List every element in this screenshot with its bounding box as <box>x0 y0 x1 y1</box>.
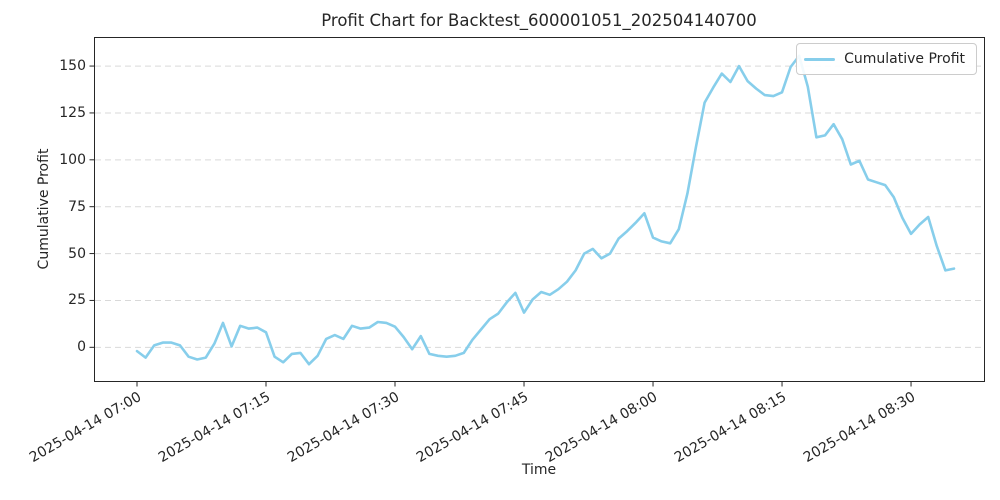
legend-line-swatch <box>804 57 836 61</box>
y-tick-label: 150 <box>59 58 86 75</box>
y-tick-label: 0 <box>77 339 86 356</box>
chart-title: Profit Chart for Backtest_600001051_2025… <box>321 11 757 30</box>
cumulative-profit-line <box>135 54 956 366</box>
y-tick-label: 25 <box>68 292 86 309</box>
y-tick-label: 125 <box>59 104 86 121</box>
legend: Cumulative Profit <box>796 43 977 75</box>
y-tick-label: 100 <box>59 151 86 168</box>
x-axis-label: Time <box>521 462 557 478</box>
y-tick-label: 75 <box>68 198 86 215</box>
y-tick-label: 50 <box>68 245 86 262</box>
plot-area <box>94 37 985 382</box>
y-axis-label: Cumulative Profit <box>36 148 52 270</box>
legend-label: Cumulative Profit <box>844 51 965 67</box>
